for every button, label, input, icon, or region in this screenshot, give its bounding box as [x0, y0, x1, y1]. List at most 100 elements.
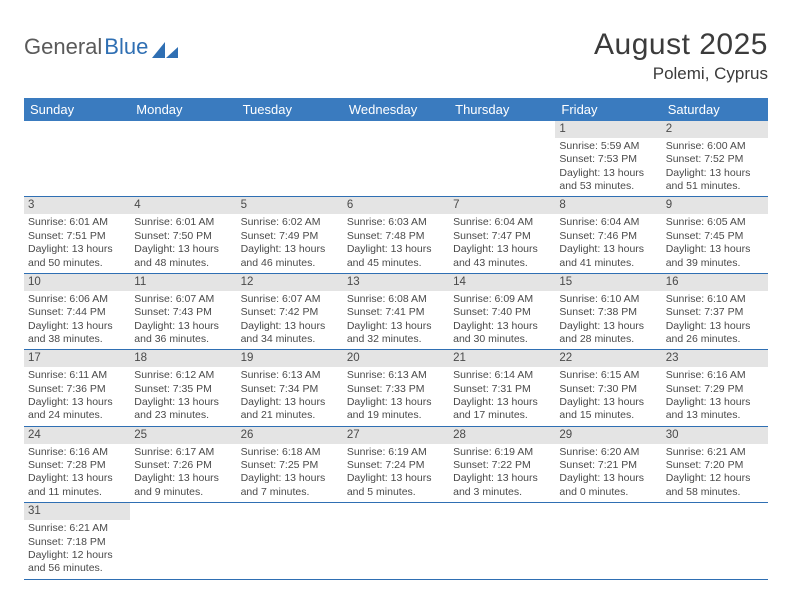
- calendar-cell: 2Sunrise: 6:00 AMSunset: 7:52 PMDaylight…: [662, 121, 768, 197]
- cell-sunrise: Sunrise: 6:06 AM: [28, 293, 126, 306]
- cell-day2: and 23 minutes.: [134, 409, 232, 422]
- cell-sunrise: Sunrise: 6:12 AM: [134, 369, 232, 382]
- cell-sunrise: Sunrise: 6:08 AM: [347, 293, 445, 306]
- cell-sunrise: Sunrise: 6:19 AM: [453, 446, 551, 459]
- calendar-cell: 25Sunrise: 6:17 AMSunset: 7:26 PMDayligh…: [130, 426, 236, 502]
- cell-sunrise: Sunrise: 6:17 AM: [134, 446, 232, 459]
- day-number: 5: [237, 197, 343, 214]
- cell-sunset: Sunset: 7:42 PM: [241, 306, 339, 319]
- cell-day1: Daylight: 13 hours: [347, 320, 445, 333]
- cell-sunset: Sunset: 7:38 PM: [559, 306, 657, 319]
- cell-day2: and 17 minutes.: [453, 409, 551, 422]
- cell-sunrise: Sunrise: 6:13 AM: [347, 369, 445, 382]
- calendar-cell: [343, 503, 449, 579]
- cell-day1: Daylight: 13 hours: [666, 396, 764, 409]
- cell-day1: Daylight: 13 hours: [347, 243, 445, 256]
- cell-sunset: Sunset: 7:53 PM: [559, 153, 657, 166]
- cell-day1: Daylight: 12 hours: [666, 472, 764, 485]
- day-number: 26: [237, 427, 343, 444]
- cell-day2: and 28 minutes.: [559, 333, 657, 346]
- cell-sunset: Sunset: 7:40 PM: [453, 306, 551, 319]
- cell-day1: Daylight: 12 hours: [28, 549, 126, 562]
- calendar-cell: 28Sunrise: 6:19 AMSunset: 7:22 PMDayligh…: [449, 426, 555, 502]
- calendar-cell: [130, 503, 236, 579]
- cell-sunset: Sunset: 7:51 PM: [28, 230, 126, 243]
- weekday-header: Wednesday: [343, 98, 449, 121]
- cell-day2: and 53 minutes.: [559, 180, 657, 193]
- calendar-cell: 5Sunrise: 6:02 AMSunset: 7:49 PMDaylight…: [237, 197, 343, 273]
- cell-sunrise: Sunrise: 6:14 AM: [453, 369, 551, 382]
- cell-sunset: Sunset: 7:24 PM: [347, 459, 445, 472]
- cell-day2: and 24 minutes.: [28, 409, 126, 422]
- weekday-header: Monday: [130, 98, 236, 121]
- cell-sunrise: Sunrise: 6:15 AM: [559, 369, 657, 382]
- cell-day2: and 11 minutes.: [28, 486, 126, 499]
- cell-day1: Daylight: 13 hours: [241, 472, 339, 485]
- day-number: 9: [662, 197, 768, 214]
- cell-day2: and 13 minutes.: [666, 409, 764, 422]
- calendar-cell: 4Sunrise: 6:01 AMSunset: 7:50 PMDaylight…: [130, 197, 236, 273]
- calendar-week-row: 17Sunrise: 6:11 AMSunset: 7:36 PMDayligh…: [24, 350, 768, 426]
- cell-sunset: Sunset: 7:46 PM: [559, 230, 657, 243]
- day-number: 20: [343, 350, 449, 367]
- calendar-cell: 16Sunrise: 6:10 AMSunset: 7:37 PMDayligh…: [662, 273, 768, 349]
- calendar-week-row: 24Sunrise: 6:16 AMSunset: 7:28 PMDayligh…: [24, 426, 768, 502]
- cell-sunrise: Sunrise: 6:05 AM: [666, 216, 764, 229]
- day-number: 23: [662, 350, 768, 367]
- cell-sunset: Sunset: 7:52 PM: [666, 153, 764, 166]
- cell-sunrise: Sunrise: 6:09 AM: [453, 293, 551, 306]
- calendar-cell: 17Sunrise: 6:11 AMSunset: 7:36 PMDayligh…: [24, 350, 130, 426]
- cell-sunrise: Sunrise: 6:03 AM: [347, 216, 445, 229]
- cell-day1: Daylight: 13 hours: [28, 243, 126, 256]
- weekday-header: Friday: [555, 98, 661, 121]
- cell-day1: Daylight: 13 hours: [453, 396, 551, 409]
- calendar-cell: 11Sunrise: 6:07 AMSunset: 7:43 PMDayligh…: [130, 273, 236, 349]
- calendar-cell: [449, 121, 555, 197]
- calendar-cell: 23Sunrise: 6:16 AMSunset: 7:29 PMDayligh…: [662, 350, 768, 426]
- day-number: 18: [130, 350, 236, 367]
- cell-day2: and 51 minutes.: [666, 180, 764, 193]
- cell-sunrise: Sunrise: 6:11 AM: [28, 369, 126, 382]
- cell-day1: Daylight: 13 hours: [347, 472, 445, 485]
- logo: GeneralBlue: [24, 34, 178, 60]
- cell-day2: and 5 minutes.: [347, 486, 445, 499]
- day-number: 1: [555, 121, 661, 138]
- cell-day1: Daylight: 13 hours: [559, 243, 657, 256]
- weekday-header: Tuesday: [237, 98, 343, 121]
- calendar-cell: 1Sunrise: 5:59 AMSunset: 7:53 PMDaylight…: [555, 121, 661, 197]
- calendar-cell: [237, 121, 343, 197]
- calendar-cell: [555, 503, 661, 579]
- cell-day2: and 32 minutes.: [347, 333, 445, 346]
- day-number: 19: [237, 350, 343, 367]
- calendar-week-row: 3Sunrise: 6:01 AMSunset: 7:51 PMDaylight…: [24, 197, 768, 273]
- cell-sunrise: Sunrise: 6:21 AM: [666, 446, 764, 459]
- cell-day1: Daylight: 13 hours: [134, 396, 232, 409]
- cell-day1: Daylight: 13 hours: [241, 320, 339, 333]
- day-number: 11: [130, 274, 236, 291]
- cell-sunrise: Sunrise: 6:20 AM: [559, 446, 657, 459]
- cell-day1: Daylight: 13 hours: [453, 472, 551, 485]
- title-block: August 2025 Polemi, Cyprus: [594, 28, 768, 84]
- calendar-cell: 29Sunrise: 6:20 AMSunset: 7:21 PMDayligh…: [555, 426, 661, 502]
- cell-sunset: Sunset: 7:49 PM: [241, 230, 339, 243]
- cell-sunset: Sunset: 7:37 PM: [666, 306, 764, 319]
- day-number: 17: [24, 350, 130, 367]
- cell-sunrise: Sunrise: 6:04 AM: [453, 216, 551, 229]
- cell-sunset: Sunset: 7:48 PM: [347, 230, 445, 243]
- cell-sunrise: Sunrise: 6:16 AM: [666, 369, 764, 382]
- cell-day1: Daylight: 13 hours: [559, 167, 657, 180]
- cell-sunset: Sunset: 7:35 PM: [134, 383, 232, 396]
- cell-day2: and 41 minutes.: [559, 257, 657, 270]
- calendar-week-row: 10Sunrise: 6:06 AMSunset: 7:44 PMDayligh…: [24, 273, 768, 349]
- cell-day2: and 3 minutes.: [453, 486, 551, 499]
- cell-sunrise: Sunrise: 6:10 AM: [666, 293, 764, 306]
- cell-day2: and 39 minutes.: [666, 257, 764, 270]
- header: GeneralBlue August 2025 Polemi, Cyprus: [24, 28, 768, 84]
- calendar-cell: 22Sunrise: 6:15 AMSunset: 7:30 PMDayligh…: [555, 350, 661, 426]
- cell-sunset: Sunset: 7:18 PM: [28, 536, 126, 549]
- cell-day2: and 46 minutes.: [241, 257, 339, 270]
- calendar-table: SundayMondayTuesdayWednesdayThursdayFrid…: [24, 98, 768, 580]
- cell-sunset: Sunset: 7:33 PM: [347, 383, 445, 396]
- day-number: 21: [449, 350, 555, 367]
- logo-text-blue: Blue: [104, 34, 148, 60]
